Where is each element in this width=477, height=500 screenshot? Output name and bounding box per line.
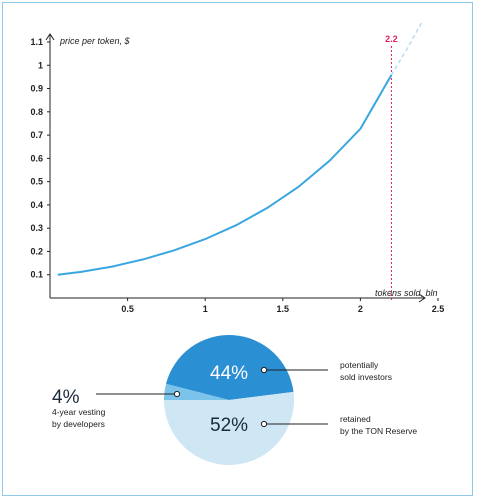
y-tick-label: 0.7 xyxy=(30,130,43,140)
y-tick-label: 0.8 xyxy=(30,107,43,117)
pie-label-44: 44% xyxy=(210,363,248,384)
y-tick-label: 0.9 xyxy=(30,84,43,94)
figure-frame xyxy=(2,2,473,496)
x-axis-arrow xyxy=(418,293,426,303)
pie-slice-4 xyxy=(164,383,229,400)
y-tick-label: 0.6 xyxy=(30,153,43,163)
price-curve xyxy=(57,74,393,276)
annotation-4-line2: by developers xyxy=(52,419,105,429)
pie-label-4: 4% xyxy=(52,387,80,408)
x-tick-label: 0.5 xyxy=(121,304,134,314)
annotation-44-line1: potentially xyxy=(340,360,379,370)
connector-dot-52 xyxy=(260,420,268,428)
annotation-44-line2: sold investors xyxy=(340,372,392,382)
y-tick-label: 0.4 xyxy=(30,200,43,210)
connector-dot-4 xyxy=(173,390,181,398)
curve-extension xyxy=(390,20,424,76)
y-tick-label: 0.3 xyxy=(30,223,43,233)
pie-label-52: 52% xyxy=(210,415,248,436)
x-axis-label: tokens sold, bln xyxy=(375,288,438,298)
y-tick-label: 0.5 xyxy=(30,177,43,187)
y-tick-label: 0.2 xyxy=(30,246,43,256)
pie-slice-52 xyxy=(164,391,294,465)
annotation-4-line1: 4-year vesting xyxy=(52,407,106,417)
x-tick-label: 2.5 xyxy=(432,304,445,314)
connector-dot-44 xyxy=(260,366,268,374)
y-axis-label: price per token, $ xyxy=(59,36,131,46)
x-tick-label: 2 xyxy=(358,304,363,314)
x-tick-label: 1 xyxy=(203,304,208,314)
pie-chart xyxy=(164,334,294,465)
x-tick-label: 1.5 xyxy=(277,304,290,314)
y-tick-label: 0.1 xyxy=(30,270,43,280)
y-tick-label: 1.1 xyxy=(30,37,43,47)
annotation-52-line1: retained xyxy=(340,414,371,424)
y-axis-arrow xyxy=(45,33,55,41)
pie-slice-44 xyxy=(166,334,294,400)
annotation-52-line2: by the TON Reserve xyxy=(340,426,417,436)
y-tick-label: 1 xyxy=(38,60,43,70)
marker-label: 2.2 xyxy=(385,34,398,44)
